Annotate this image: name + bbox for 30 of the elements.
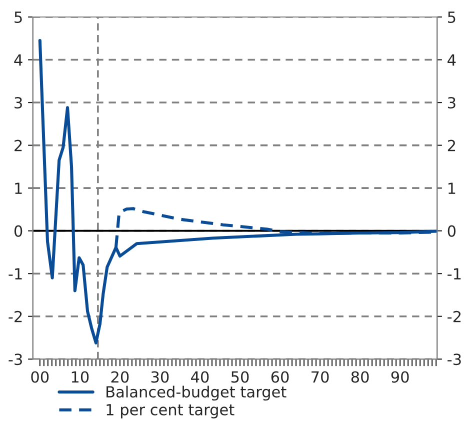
x-tick-label: 40 (191, 371, 209, 383)
x-tick-label: 80 (351, 371, 369, 383)
legend-label: Balanced-budget target (106, 386, 286, 401)
x-tick-label: 90 (391, 371, 409, 383)
y2-tick-label: 2 (448, 140, 456, 152)
x-tick-label: 00 (31, 371, 49, 383)
x-tick-label: 70 (312, 371, 329, 383)
x-tick-label: 10 (72, 371, 89, 383)
y-tick-label: -3 (8, 354, 22, 366)
x-tick-label: 30 (151, 371, 169, 383)
y-tick-label: -1 (8, 268, 22, 280)
x-tick-label: 50 (231, 371, 249, 383)
y-tick-label: -2 (8, 310, 22, 322)
y2-tick-label: -2 (448, 310, 461, 322)
legend-label: 1 per cent target (106, 404, 234, 418)
x-tick-label: 60 (271, 371, 289, 383)
y2-tick-label: 5 (448, 12, 456, 24)
y-tick-label: 5 (14, 12, 22, 24)
y-tick-label: 4 (14, 54, 22, 66)
y-tick-label: 1 (15, 182, 22, 194)
y2-tick-label: 0 (448, 225, 456, 237)
y-tick-label: 0 (14, 225, 22, 237)
y2-tick-label: 4 (448, 54, 456, 66)
y2-tick-label: 3 (448, 96, 456, 109)
y-tick-label: 3 (14, 96, 22, 109)
y2-tick-label: -1 (448, 268, 461, 280)
x-tick-label: 20 (111, 371, 129, 383)
y-tick-label: 2 (14, 140, 22, 152)
y2-tick-label: 1 (448, 182, 456, 194)
y2-tick-label: -3 (448, 354, 461, 366)
